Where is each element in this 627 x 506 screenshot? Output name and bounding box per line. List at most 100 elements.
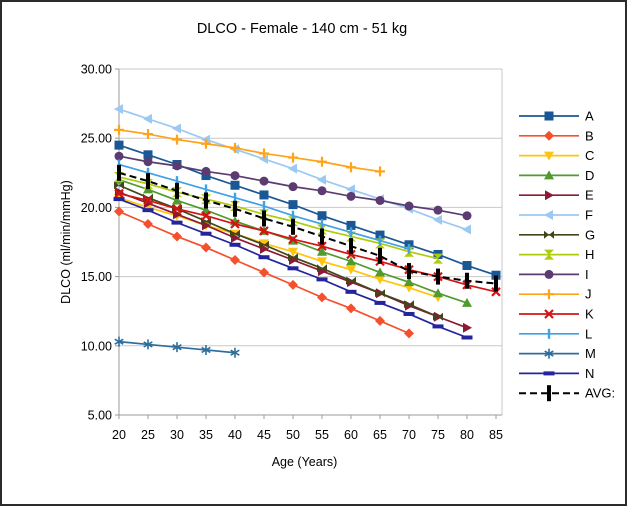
x-tick-label: 35: [199, 428, 213, 442]
series-marker-square: [143, 150, 153, 160]
y-tick-label: 5.00: [88, 409, 112, 423]
series-marker-plus: [201, 138, 211, 149]
series-marker-bowtie: [230, 229, 240, 238]
series-marker-triangle-right: [202, 220, 211, 231]
series-marker-plus: [346, 162, 356, 173]
legend-label: G: [585, 227, 595, 242]
series-J: [114, 124, 385, 177]
series-marker-square: [462, 261, 472, 271]
series-marker-x: [259, 226, 269, 236]
series-marker-triangle-left: [143, 113, 152, 124]
legend-item-E: E: [519, 188, 594, 203]
series-marker-plus: [375, 166, 385, 177]
x-tick-label: 40: [228, 428, 242, 442]
series-marker-asterisk: [230, 347, 240, 358]
legend-item-M: M: [519, 346, 596, 361]
series-marker-triangle-left: [433, 214, 442, 225]
x-tick-label: 65: [373, 428, 387, 442]
series-marker-asterisk: [172, 342, 182, 353]
series-marker-avgbar: [349, 238, 353, 255]
legend-item-K: K: [519, 307, 594, 322]
series-marker-hdash: [374, 300, 386, 305]
x-tick-label: 60: [344, 428, 358, 442]
series-marker-bowtie: [259, 240, 269, 249]
series-marker-avgbar: [146, 173, 150, 190]
series-marker-bowtie: [544, 230, 554, 239]
series-marker-triangle-left: [172, 123, 181, 134]
series-N: [113, 197, 473, 340]
series-marker-circle: [375, 195, 385, 205]
series-marker-triangle-down: [288, 247, 298, 257]
legend-label: D: [585, 168, 594, 183]
series-marker-plus: [259, 148, 269, 159]
legend-item-C: C: [519, 148, 594, 163]
series-marker-avgbar: [320, 228, 324, 245]
series-marker-circle: [230, 171, 240, 181]
legend-label: E: [585, 188, 594, 203]
series-marker-hdash: [229, 242, 241, 247]
series-marker-avgbar: [407, 263, 411, 280]
x-tick-label: 20: [112, 428, 126, 442]
series-marker-triangle-left: [259, 153, 268, 164]
series-marker-bowtie: [114, 181, 124, 190]
series-marker-plus: [544, 289, 554, 300]
legend-item-N: N: [519, 366, 594, 381]
series-marker-triangle-left: [462, 224, 471, 235]
series-marker-x: [544, 309, 554, 319]
series-marker-hourglass: [544, 249, 554, 260]
series-marker-triangle-down: [346, 265, 356, 275]
series-marker-bowtie: [346, 276, 356, 285]
series-marker-bowtie: [317, 264, 327, 273]
series-B: [114, 206, 414, 339]
series-marker-circle: [114, 151, 124, 161]
series-marker-hdash: [171, 220, 183, 225]
series-marker-bowtie: [375, 289, 385, 298]
series-marker-diamond: [259, 267, 269, 278]
legend-label: B: [585, 128, 594, 143]
x-tick-label: 45: [257, 428, 271, 442]
series-marker-square: [230, 180, 240, 190]
series-marker-square: [491, 270, 501, 280]
series-marker-circle: [462, 211, 472, 221]
y-tick-label: 30.00: [81, 63, 112, 77]
legend-item-L: L: [519, 326, 592, 341]
legend-label: F: [585, 208, 593, 223]
chart-title: DLCO - Female - 140 cm - 51 kg: [196, 21, 408, 37]
series-marker-x: [230, 219, 240, 229]
series-marker-triangle-left: [288, 163, 297, 174]
series-marker-circle: [172, 161, 182, 171]
series-marker-bowtie: [404, 300, 414, 309]
series-marker-diamond: [317, 292, 327, 303]
series-marker-circle: [346, 191, 356, 201]
legend-item-J: J: [519, 287, 592, 302]
series-marker-triangle-right: [463, 322, 472, 333]
series-marker-circle: [317, 186, 327, 196]
series-marker-plus: [230, 142, 240, 153]
x-tick-label: 70: [402, 428, 416, 442]
series-marker-plus: [114, 124, 124, 135]
series-marker-diamond: [172, 231, 182, 242]
series-marker-triangle-down: [375, 275, 385, 285]
y-tick-label: 10.00: [81, 339, 112, 353]
series-M: [114, 336, 240, 358]
legend-label: H: [585, 247, 594, 262]
legend-label: A: [585, 109, 594, 124]
series-marker-diamond: [404, 328, 414, 339]
series-marker-avgbar: [547, 385, 551, 402]
series-marker-circle: [544, 269, 554, 279]
series-marker-asterisk: [201, 344, 211, 355]
series-marker-square: [375, 230, 385, 240]
series-marker-triangle-up: [544, 170, 554, 180]
legend-label: M: [585, 346, 596, 361]
series-line: [118, 129, 381, 173]
x-tick-label: 30: [170, 428, 184, 442]
series-marker-asterisk: [114, 336, 124, 347]
series-marker-square: [288, 200, 298, 210]
legend-item-H: H: [519, 247, 594, 262]
series-marker-hdash: [142, 208, 154, 213]
series-marker-triangle-up: [375, 267, 385, 277]
series-marker-hdash: [345, 289, 357, 294]
series-marker-bowtie: [433, 312, 443, 321]
series-marker-triangle-left: [317, 174, 326, 185]
